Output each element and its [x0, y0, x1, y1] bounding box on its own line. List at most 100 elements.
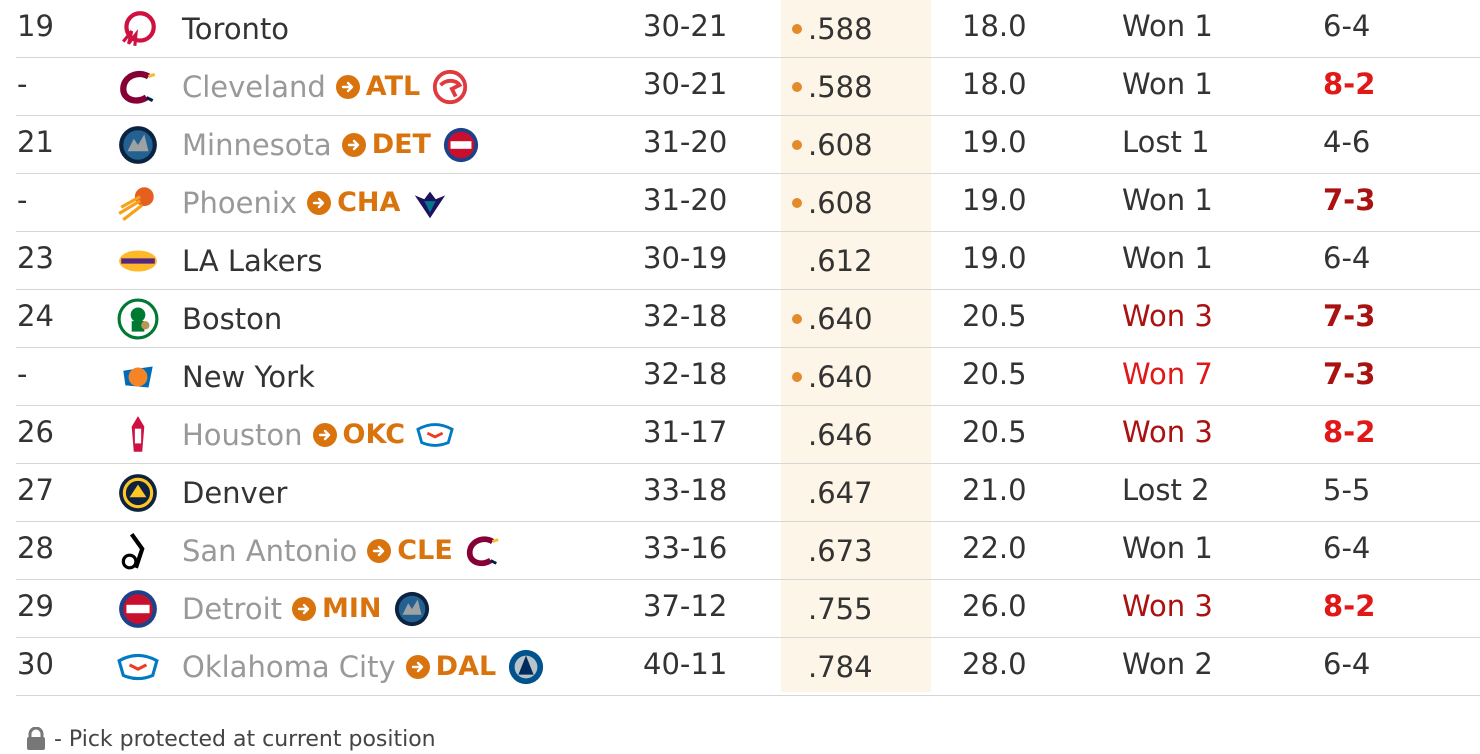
playoff-dot-icon	[792, 488, 802, 498]
games-back: 19.0	[962, 125, 1027, 159]
team-cell: Toronto	[182, 0, 289, 57]
win-pct-cell: .647	[792, 464, 873, 521]
team-cell: LA Lakers	[182, 232, 322, 289]
win-pct: .784	[808, 649, 873, 684]
team-name[interactable]: Phoenix	[182, 185, 298, 220]
arrow-right-icon	[312, 422, 337, 447]
win-pct: .608	[808, 127, 873, 162]
win-pct: .588	[808, 11, 873, 46]
pick-number: 21	[17, 125, 54, 159]
pistons-logo-icon	[116, 580, 160, 637]
team-name[interactable]: Minnesota	[182, 127, 332, 162]
team-name[interactable]: Oklahoma City	[182, 649, 396, 684]
team-name[interactable]: LA Lakers	[182, 243, 323, 278]
thunder-logo-icon	[415, 415, 455, 455]
playoff-dot-icon	[792, 371, 802, 382]
record: 30-19	[643, 241, 728, 275]
win-pct: .588	[808, 69, 873, 104]
streak: Won 1	[1122, 183, 1213, 217]
pick-number: 24	[17, 299, 54, 333]
pick-number: -	[17, 67, 28, 101]
last-ten: 6-4	[1323, 647, 1371, 681]
team-name[interactable]: Houston	[182, 417, 303, 452]
last-ten: 5-5	[1323, 473, 1371, 507]
lock-icon	[26, 727, 46, 751]
playoff-dot-icon	[792, 139, 802, 150]
team-cell: San Antonio CLE	[182, 522, 503, 579]
lakers-logo-icon	[116, 232, 160, 289]
streak: Lost 1	[1122, 125, 1210, 159]
games-back: 20.5	[962, 299, 1027, 333]
last-ten: 4-6	[1323, 125, 1371, 159]
record: 31-20	[643, 125, 728, 159]
team-name[interactable]: New York	[182, 359, 315, 394]
trade-destination: ATL	[335, 61, 420, 113]
record: 32-18	[643, 299, 728, 333]
streak: Won 3	[1122, 589, 1213, 623]
celtics-logo-icon	[116, 290, 160, 347]
pick-number: 19	[17, 9, 54, 43]
playoff-dot-icon	[792, 546, 802, 556]
pick-number: 30	[17, 647, 54, 681]
trade-destination: OKC	[312, 409, 405, 461]
win-pct: .608	[808, 185, 873, 220]
trade-destination: CHA	[307, 177, 400, 229]
last-ten: 6-4	[1323, 531, 1371, 565]
games-back: 18.0	[962, 9, 1027, 43]
games-back: 21.0	[962, 473, 1027, 507]
streak: Won 1	[1122, 531, 1213, 565]
win-pct-cell: .784	[792, 638, 873, 695]
games-back: 19.0	[962, 241, 1027, 275]
win-pct: .646	[808, 417, 873, 452]
last-ten: 8-2	[1323, 67, 1376, 101]
win-pct-cell: .640	[792, 348, 873, 405]
last-ten: 6-4	[1323, 9, 1371, 43]
streak: Lost 2	[1122, 473, 1210, 507]
thunder-logo-icon	[116, 638, 160, 695]
last-ten: 8-2	[1323, 589, 1376, 623]
team-name[interactable]: Detroit	[182, 591, 282, 626]
trade-destination: MIN	[292, 583, 382, 635]
streak: Won 3	[1122, 415, 1213, 449]
table-body: 19 Toronto 30-21 .588 18.0 Won 1 6-4 - C…	[16, 0, 1480, 696]
pick-number: -	[17, 183, 28, 217]
win-pct-cell: .608	[792, 174, 873, 231]
table-row: 28 San Antonio CLE 33-16 .673 22.0 Won 1…	[16, 522, 1480, 580]
arrow-right-icon	[335, 74, 360, 99]
team-name[interactable]: Cleveland	[182, 69, 326, 104]
playoff-dot-icon	[792, 662, 802, 672]
win-pct-cell: .612	[792, 232, 873, 289]
playoff-dot-icon	[792, 256, 802, 266]
timberwolves-logo-icon	[392, 589, 432, 629]
playoff-dot-icon	[792, 313, 802, 324]
destination-abbr: DET	[371, 128, 431, 160]
destination-abbr: CLE	[397, 534, 453, 566]
record: 30-21	[643, 67, 728, 101]
streak: Won 3	[1122, 299, 1213, 333]
games-back: 18.0	[962, 67, 1027, 101]
win-pct: .612	[808, 243, 873, 278]
record: 37-12	[643, 589, 728, 623]
table-row: 27 Denver 33-18 .647 21.0 Lost 2 5-5	[16, 464, 1480, 522]
hawks-logo-icon	[430, 67, 470, 107]
table-row: 24 Boston 32-18 .640 20.5 Won 3 7-3	[16, 290, 1480, 348]
playoff-dot-icon	[792, 430, 802, 440]
win-pct-cell: .640	[792, 290, 873, 347]
spurs-logo-icon	[116, 522, 160, 579]
record: 33-16	[643, 531, 728, 565]
pick-number: 26	[17, 415, 54, 449]
record: 33-18	[643, 473, 728, 507]
record: 40-11	[643, 647, 728, 681]
streak: Won 1	[1122, 9, 1213, 43]
table-row: - Phoenix CHA 31-20 .608 19.0 Won 1 7-3	[16, 174, 1480, 232]
team-name[interactable]: San Antonio	[182, 533, 358, 568]
protection-footnote: - Pick protected at current position	[26, 724, 436, 754]
nuggets-logo-icon	[116, 464, 160, 521]
team-cell: Oklahoma City DAL	[182, 638, 546, 695]
team-name[interactable]: Boston	[182, 301, 283, 336]
team-name[interactable]: Toronto	[182, 11, 290, 46]
trade-destination: DET	[341, 119, 431, 171]
rockets-logo-icon	[116, 406, 160, 463]
team-name[interactable]: Denver	[182, 475, 288, 510]
